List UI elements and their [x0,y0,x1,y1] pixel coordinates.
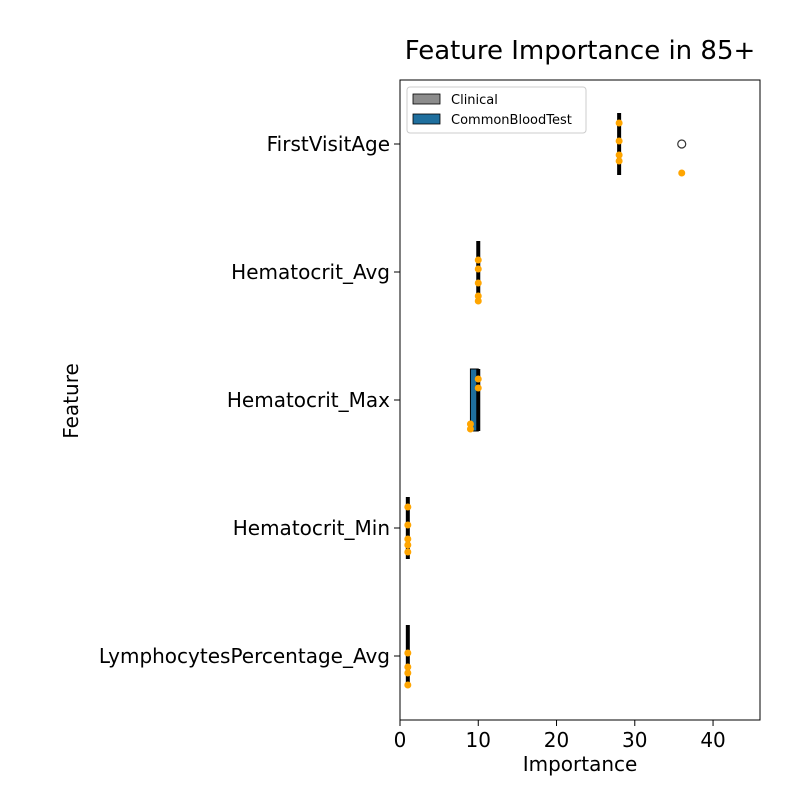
point-Hematocrit_Avg-3 [474,256,482,264]
point-Hematocrit_Max-1 [474,384,482,392]
outlier-0 [677,139,687,149]
plot-frame [399,79,761,721]
legend-swatch-0 [412,93,441,105]
legend-swatch-1 [412,113,441,125]
legend-frame [406,86,587,134]
point-Hematocrit_Avg-1 [474,279,482,287]
x-tick-label-4: 40 [700,728,725,752]
y-axis-label: Feature [59,363,83,439]
point-FirstVisitAge-4 [678,169,686,177]
x-tick-label-2: 20 [544,728,569,752]
point-Hematocrit_Min-1 [404,503,412,511]
plot-area [404,113,687,689]
point-Hematocrit_Min-3 [404,521,412,529]
point-Hematocrit_Avg-4 [474,292,482,300]
point-Hematocrit_Avg-0 [474,265,482,273]
x-tick-label-0: 0 [394,728,407,752]
point-Hematocrit_Max-3 [474,375,482,383]
point-FirstVisitAge-1 [615,157,623,165]
box-FirstVisitAge [617,113,687,175]
point-Hematocrit_Avg-2 [474,297,482,305]
point-LymphocytesPercentage_Avg-2 [404,663,412,671]
y-tick-label-3: Hematocrit_Min [233,516,390,540]
point-FirstVisitAge-0 [615,119,623,127]
point-Hematocrit_Min-0 [404,548,412,556]
point-FirstVisitAge-3 [615,151,623,159]
y-tick-label-2: Hematocrit_Max [227,388,390,412]
legend-label-1: CommonBloodTest [451,113,572,128]
y-tick-label-4: LymphocytesPercentage_Avg [99,644,390,668]
y-tick-label-1: Hematocrit_Avg [231,260,390,284]
point-Hematocrit_Max-0 [466,425,474,433]
point-FirstVisitAge-2 [615,137,623,145]
point-Hematocrit_Min-4 [404,535,412,543]
point-LymphocytesPercentage_Avg-3 [404,681,412,689]
point-LymphocytesPercentage_Avg-1 [404,649,412,657]
x-tick-label-3: 30 [622,728,647,752]
point-Hematocrit_Max-2 [466,420,474,428]
legend: Clinical CommonBloodTest [406,86,587,134]
legend-label-0: Clinical [451,93,498,108]
point-LymphocytesPercentage_Avg-0 [404,669,412,677]
x-tick-label-1: 10 [466,728,491,752]
chart-title: Feature Importance in 85+ [405,36,756,66]
point-Hematocrit_Min-2 [404,541,412,549]
y-tick-label-0: FirstVisitAge [267,132,390,156]
x-axis-label: Importance [523,752,638,776]
